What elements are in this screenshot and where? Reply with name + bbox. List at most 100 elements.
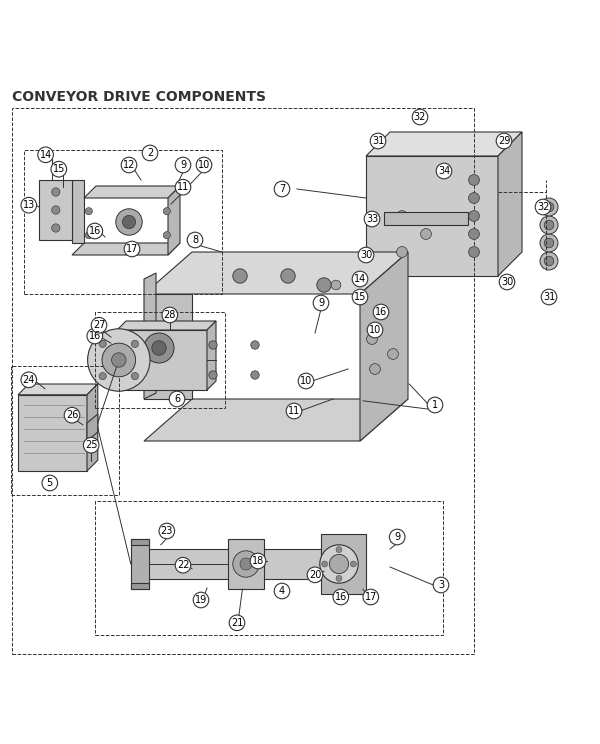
Circle shape xyxy=(541,289,557,305)
Polygon shape xyxy=(131,539,149,545)
Circle shape xyxy=(421,228,431,240)
Text: 22: 22 xyxy=(177,560,189,570)
Circle shape xyxy=(364,211,380,227)
Text: 1: 1 xyxy=(432,400,438,410)
Circle shape xyxy=(21,372,37,388)
Polygon shape xyxy=(144,294,192,399)
Polygon shape xyxy=(18,384,98,395)
Circle shape xyxy=(367,322,383,338)
Text: 7: 7 xyxy=(279,184,285,194)
Text: 11: 11 xyxy=(288,406,300,416)
Circle shape xyxy=(122,216,136,228)
Circle shape xyxy=(469,211,479,222)
Circle shape xyxy=(281,269,295,283)
Circle shape xyxy=(102,343,136,376)
Text: 27: 27 xyxy=(93,320,105,330)
Circle shape xyxy=(540,234,558,252)
Circle shape xyxy=(544,256,554,266)
Circle shape xyxy=(496,133,512,149)
Circle shape xyxy=(350,561,356,567)
Circle shape xyxy=(540,216,558,234)
Polygon shape xyxy=(321,534,366,594)
Polygon shape xyxy=(72,180,84,243)
Text: 14: 14 xyxy=(40,150,52,160)
Text: 16: 16 xyxy=(375,307,387,317)
Circle shape xyxy=(499,275,515,290)
Circle shape xyxy=(169,391,185,407)
Circle shape xyxy=(322,561,328,567)
Circle shape xyxy=(251,371,259,379)
Circle shape xyxy=(42,475,58,491)
Polygon shape xyxy=(168,186,180,255)
Circle shape xyxy=(274,583,290,599)
Text: 5: 5 xyxy=(47,478,53,488)
Circle shape xyxy=(21,197,37,213)
Text: 28: 28 xyxy=(164,310,176,320)
Circle shape xyxy=(329,554,349,574)
Text: 8: 8 xyxy=(192,235,198,245)
Text: 10: 10 xyxy=(369,325,381,335)
Circle shape xyxy=(51,161,67,177)
Text: 10: 10 xyxy=(300,376,312,386)
Polygon shape xyxy=(144,399,408,441)
Circle shape xyxy=(544,202,554,212)
Circle shape xyxy=(540,252,558,270)
Text: 10: 10 xyxy=(198,160,210,170)
Circle shape xyxy=(175,557,191,573)
Circle shape xyxy=(397,211,407,222)
Circle shape xyxy=(469,228,479,240)
Circle shape xyxy=(85,231,92,239)
Circle shape xyxy=(163,208,170,215)
Circle shape xyxy=(124,241,140,257)
Polygon shape xyxy=(366,132,522,156)
Polygon shape xyxy=(144,252,408,294)
Circle shape xyxy=(87,223,103,239)
Text: 13: 13 xyxy=(23,200,35,211)
Text: 18: 18 xyxy=(252,556,264,566)
Circle shape xyxy=(64,408,80,423)
Circle shape xyxy=(540,198,558,216)
Circle shape xyxy=(152,341,166,355)
Text: 4: 4 xyxy=(279,586,285,596)
Circle shape xyxy=(240,558,252,570)
Circle shape xyxy=(250,554,266,569)
Circle shape xyxy=(352,272,368,286)
Circle shape xyxy=(209,371,217,379)
Circle shape xyxy=(469,175,479,185)
Polygon shape xyxy=(117,321,216,330)
Polygon shape xyxy=(18,395,87,471)
Circle shape xyxy=(333,589,349,605)
Polygon shape xyxy=(135,549,324,579)
Text: 9: 9 xyxy=(394,532,400,542)
Text: 6: 6 xyxy=(174,394,180,404)
Circle shape xyxy=(163,231,170,239)
Circle shape xyxy=(144,333,174,363)
Polygon shape xyxy=(366,156,498,276)
Circle shape xyxy=(370,133,386,149)
Circle shape xyxy=(544,238,554,248)
Circle shape xyxy=(91,318,107,333)
Text: 31: 31 xyxy=(543,292,555,302)
Circle shape xyxy=(88,329,150,391)
Circle shape xyxy=(175,157,191,173)
Text: CONVEYOR DRIVE COMPONENTS: CONVEYOR DRIVE COMPONENTS xyxy=(12,90,266,104)
Circle shape xyxy=(317,278,331,292)
Polygon shape xyxy=(87,414,98,441)
Polygon shape xyxy=(131,583,149,589)
Circle shape xyxy=(196,157,212,173)
Polygon shape xyxy=(131,539,149,589)
Circle shape xyxy=(38,147,53,163)
Polygon shape xyxy=(72,243,180,255)
Circle shape xyxy=(131,340,139,347)
Circle shape xyxy=(193,592,209,608)
Circle shape xyxy=(535,199,551,215)
Circle shape xyxy=(209,341,217,349)
Circle shape xyxy=(331,280,341,290)
Circle shape xyxy=(373,304,389,320)
Polygon shape xyxy=(207,321,216,390)
Circle shape xyxy=(52,224,60,232)
Circle shape xyxy=(336,575,342,581)
Text: 9: 9 xyxy=(180,160,186,170)
Text: 32: 32 xyxy=(414,112,426,122)
Circle shape xyxy=(370,364,380,374)
